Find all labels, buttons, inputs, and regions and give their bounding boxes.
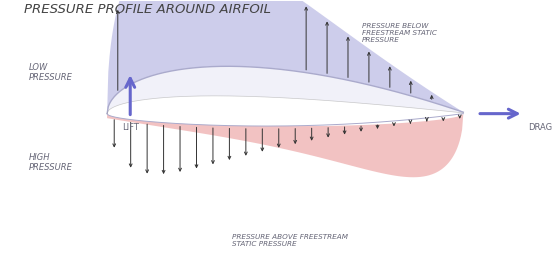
Polygon shape: [107, 0, 463, 114]
Polygon shape: [107, 66, 463, 114]
Text: PRESSURE ABOVE FREESTREAM
STATIC PRESSURE: PRESSURE ABOVE FREESTREAM STATIC PRESSUR…: [232, 234, 348, 247]
Text: DRAG: DRAG: [528, 123, 552, 132]
Text: LIFT: LIFT: [122, 123, 139, 132]
Text: LOW
PRESSURE: LOW PRESSURE: [29, 62, 72, 82]
Text: HIGH
PRESSURE: HIGH PRESSURE: [29, 153, 72, 172]
Polygon shape: [107, 114, 463, 177]
Polygon shape: [107, 66, 463, 126]
Text: PRESSURE BELOW
FREESTREAM STATIC
PRESSURE: PRESSURE BELOW FREESTREAM STATIC PRESSUR…: [362, 23, 437, 43]
Text: PRESSURE PROFILE AROUND AIRFOIL: PRESSURE PROFILE AROUND AIRFOIL: [24, 3, 271, 16]
